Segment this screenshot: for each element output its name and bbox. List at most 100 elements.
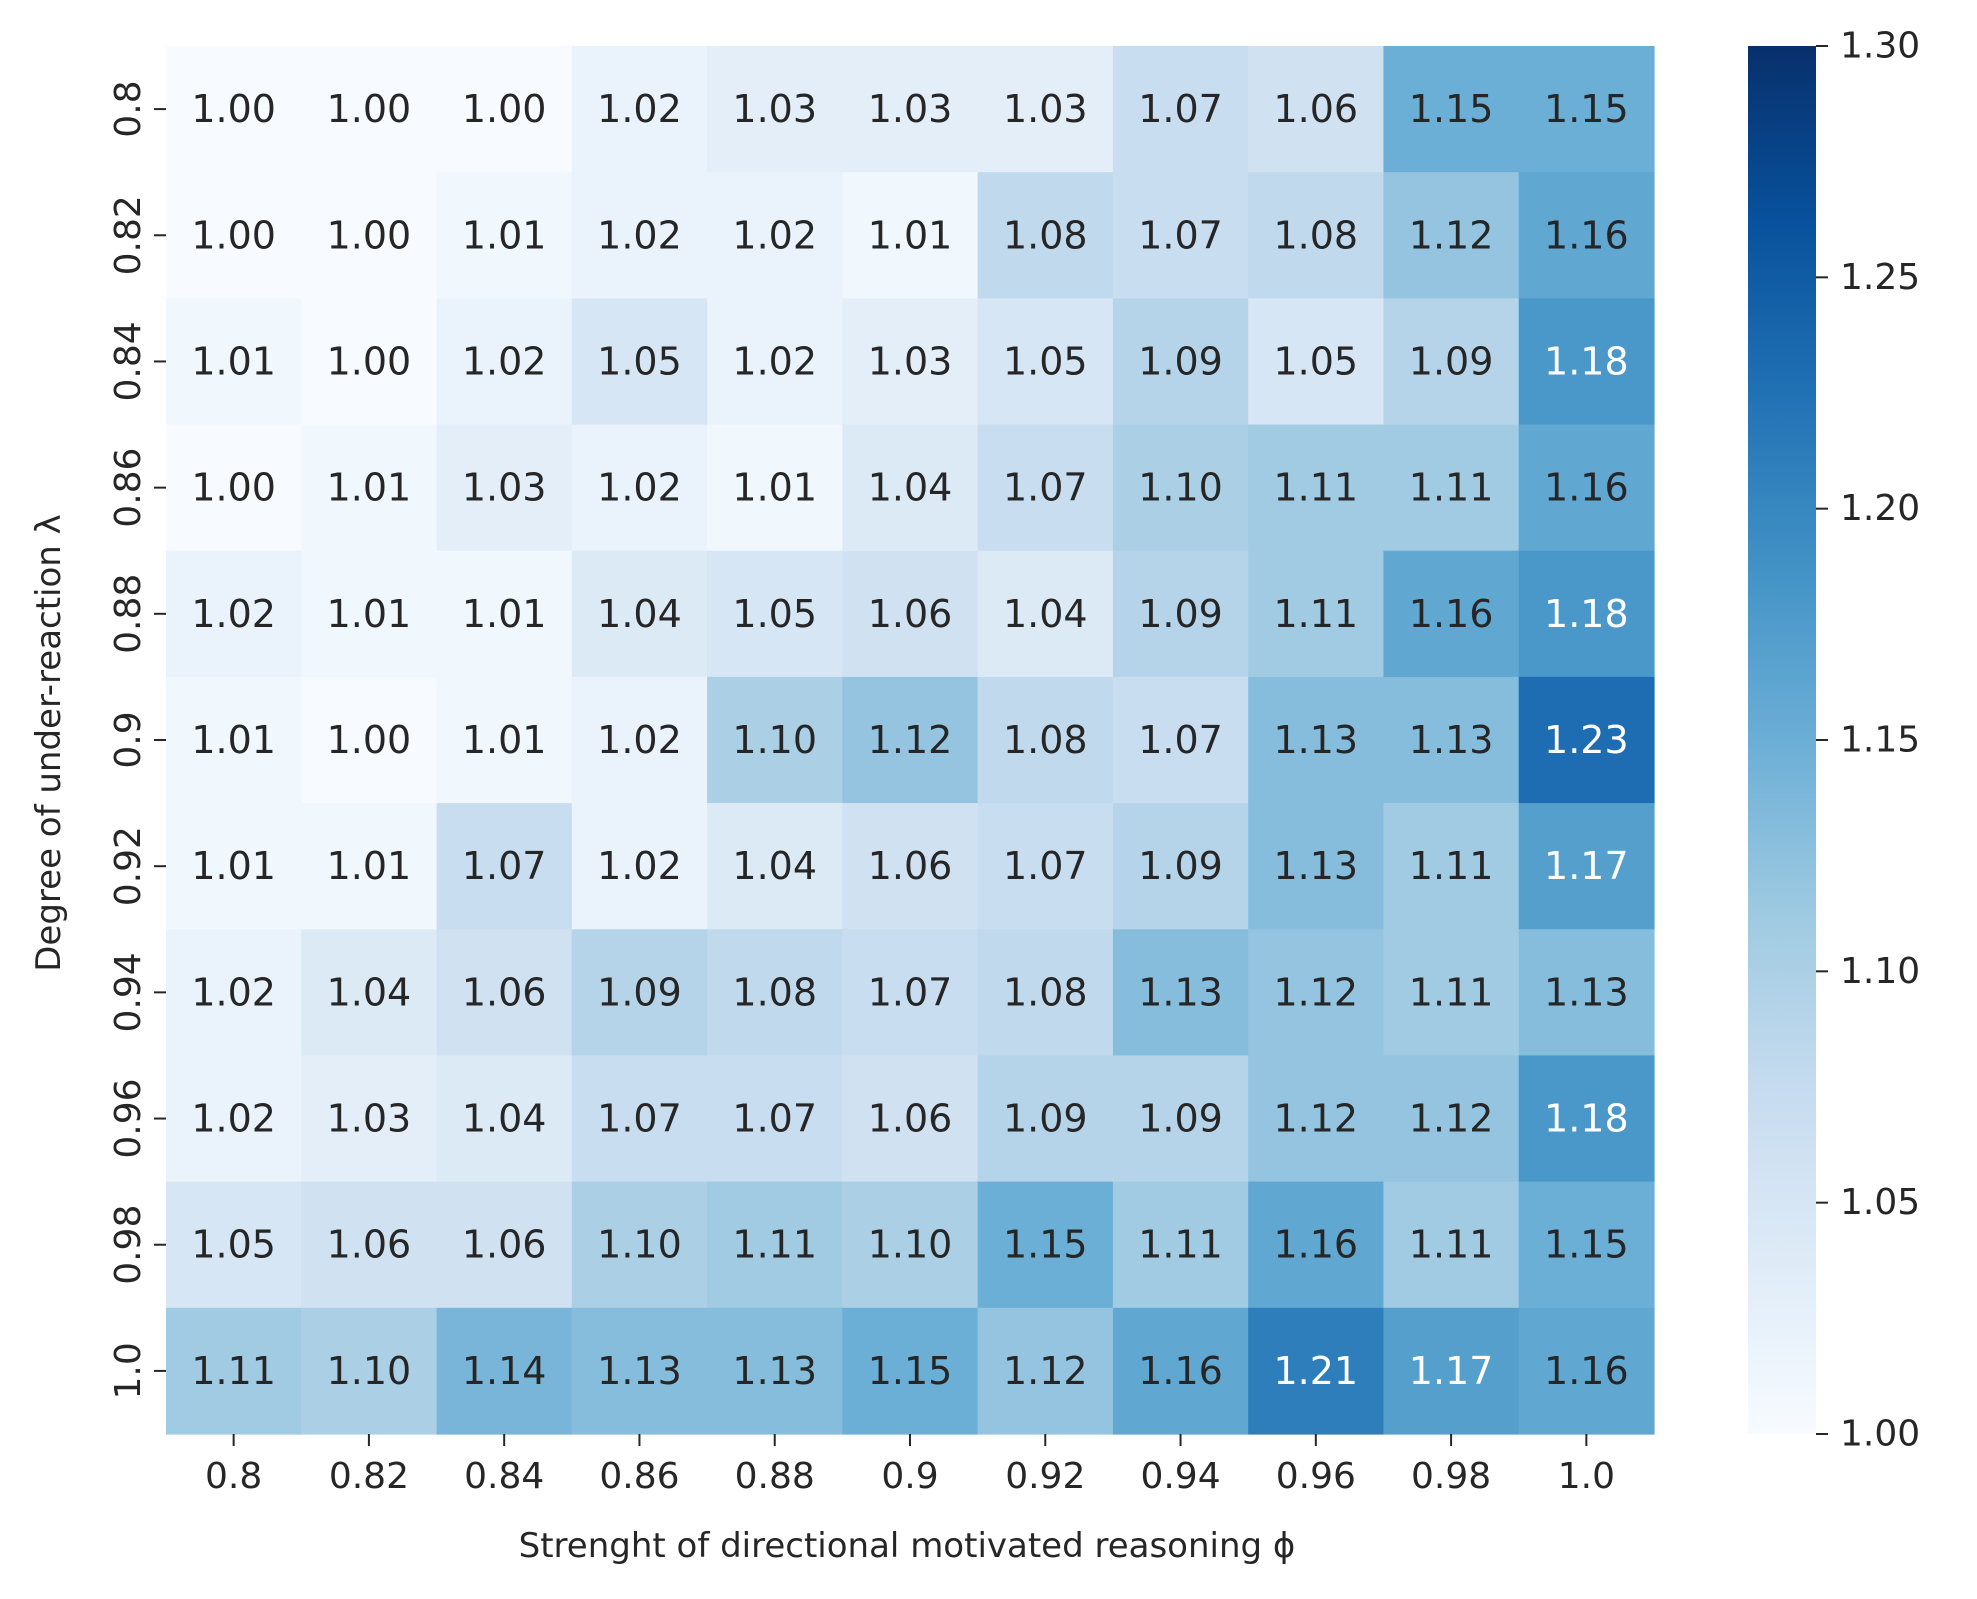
heatmap-cell-8-5	[842, 1055, 979, 1183]
cell-label-4-6: 1.04	[1003, 592, 1088, 636]
heatmap-cell-7-8	[1248, 929, 1385, 1057]
heatmap-cell-10-10	[1518, 1307, 1655, 1435]
cell-label-3-7: 1.10	[1138, 466, 1223, 510]
heatmap-cell-1-2	[436, 172, 573, 299]
cell-label-10-5: 1.15	[868, 1349, 953, 1393]
y-axis-label: Degree of under-reaction λ	[29, 514, 69, 972]
cell-label-5-3: 1.02	[597, 718, 682, 762]
cell-label-4-2: 1.01	[462, 592, 547, 636]
cell-label-2-3: 1.05	[597, 339, 682, 383]
cell-label-9-6: 1.15	[1003, 1223, 1088, 1267]
cell-label-0-8: 1.06	[1274, 87, 1359, 131]
cell-label-9-4: 1.11	[732, 1223, 817, 1267]
heatmap-cell-0-2	[436, 46, 573, 173]
cell-label-7-6: 1.08	[1003, 970, 1088, 1014]
cell-label-10-6: 1.12	[1003, 1349, 1088, 1393]
heatmap-cell-4-5	[842, 550, 979, 678]
cell-label-9-9: 1.11	[1409, 1223, 1494, 1267]
cell-label-1-6: 1.08	[1003, 213, 1088, 257]
heatmap-cell-2-2	[436, 298, 573, 426]
heatmap-cell-10-0	[166, 1307, 302, 1435]
cell-label-0-2: 1.00	[462, 87, 547, 131]
heatmap-cell-5-2	[436, 676, 573, 804]
heatmap-cell-3-2	[436, 424, 573, 552]
heatmap-cell-10-3	[571, 1307, 708, 1435]
heatmap-cell-10-2	[436, 1307, 573, 1435]
cell-label-1-1: 1.00	[327, 213, 412, 257]
y-tick-label-3: 0.86	[108, 448, 149, 528]
heatmap-cell-2-7	[1112, 298, 1249, 426]
heatmap-cell-1-10	[1518, 172, 1655, 299]
cell-label-7-7: 1.13	[1138, 970, 1223, 1014]
heatmap-cell-9-4	[707, 1181, 843, 1309]
cell-label-3-3: 1.02	[597, 466, 682, 510]
heatmap-cell-0-1	[301, 46, 438, 173]
cell-label-10-4: 1.13	[732, 1349, 817, 1393]
cell-label-0-4: 1.03	[732, 87, 817, 131]
heatmap-cells	[166, 46, 1655, 1435]
cell-label-10-10: 1.16	[1544, 1349, 1629, 1393]
cell-label-2-6: 1.05	[1003, 339, 1088, 383]
cell-label-9-8: 1.16	[1274, 1223, 1359, 1267]
heatmap-cell-2-10	[1518, 298, 1655, 426]
heatmap-cell-7-9	[1383, 929, 1520, 1057]
heatmap-cell-8-10	[1518, 1055, 1655, 1183]
cell-label-0-3: 1.02	[597, 87, 682, 131]
cell-label-8-8: 1.12	[1274, 1097, 1359, 1141]
heatmap-cell-10-7	[1112, 1307, 1249, 1435]
cell-label-0-6: 1.03	[1003, 87, 1088, 131]
heatmap-cell-6-10	[1518, 803, 1655, 930]
x-tick-label-5: 0.9	[881, 1456, 938, 1497]
cell-label-9-10: 1.15	[1544, 1223, 1629, 1267]
cell-label-8-5: 1.06	[868, 1097, 953, 1141]
cell-label-1-7: 1.07	[1138, 213, 1223, 257]
heatmap-cell-6-8	[1248, 803, 1385, 930]
heatmap-cell-7-1	[301, 929, 438, 1057]
cell-label-1-5: 1.01	[868, 213, 953, 257]
heatmap-cell-7-3	[571, 929, 708, 1057]
cell-label-4-3: 1.04	[597, 592, 682, 636]
cell-label-3-5: 1.04	[868, 466, 953, 510]
cell-label-7-1: 1.04	[327, 970, 412, 1014]
heatmap-cell-10-1	[301, 1307, 438, 1435]
cell-label-10-1: 1.10	[327, 1349, 412, 1393]
heatmap-cell-1-0	[166, 172, 302, 299]
heatmap-cell-7-7	[1112, 929, 1249, 1057]
heatmap-cell-1-6	[977, 172, 1114, 299]
cell-label-4-0: 1.02	[191, 592, 276, 636]
colorbar-ticks: 1.00 1.05 1.10 1.15 1.20 1.25 1.30	[1816, 26, 1920, 1455]
cell-label-6-10: 1.17	[1544, 844, 1629, 888]
cell-label-9-2: 1.06	[462, 1223, 547, 1267]
heatmap-cell-7-5	[842, 929, 979, 1057]
cell-label-1-3: 1.02	[597, 213, 682, 257]
heatmap-cell-3-7	[1112, 424, 1249, 552]
heatmap-cell-6-3	[571, 803, 708, 930]
heatmap-cell-8-0	[166, 1055, 302, 1183]
heatmap-cell-0-6	[977, 46, 1114, 173]
cell-label-0-5: 1.03	[868, 87, 953, 131]
heatmap-cell-4-1	[301, 550, 438, 678]
y-tick-label-1: 0.82	[108, 195, 149, 275]
cell-annotations: 1.00 1.00 1.00 1.02 1.03 1.03 1.03 1.07 1.06 1.15…	[191, 87, 1628, 1393]
cell-label-5-5: 1.12	[868, 718, 953, 762]
cell-label-6-2: 1.07	[462, 844, 547, 888]
heatmap-cell-9-2	[436, 1181, 573, 1309]
heatmap-cell-9-1	[301, 1181, 438, 1309]
cell-label-9-1: 1.06	[327, 1223, 412, 1267]
heatmap-cell-5-4	[707, 676, 843, 804]
cell-label-1-9: 1.12	[1409, 213, 1494, 257]
cell-label-7-10: 1.13	[1544, 970, 1629, 1014]
heatmap-cell-4-3	[571, 550, 708, 678]
cell-label-8-4: 1.07	[732, 1097, 817, 1141]
colorbar-tick-label-6: 1.30	[1840, 26, 1920, 67]
heatmap-cell-8-8	[1248, 1055, 1385, 1183]
cell-label-10-3: 1.13	[597, 1349, 682, 1393]
cell-label-9-7: 1.11	[1138, 1223, 1223, 1267]
cell-label-1-2: 1.01	[462, 213, 547, 257]
cell-label-2-0: 1.01	[191, 339, 276, 383]
heatmap-cell-0-0	[166, 46, 302, 173]
heatmap-cell-3-0	[166, 424, 302, 552]
x-tick-label-7: 0.94	[1140, 1456, 1220, 1497]
heatmap-cell-8-4	[707, 1055, 843, 1183]
